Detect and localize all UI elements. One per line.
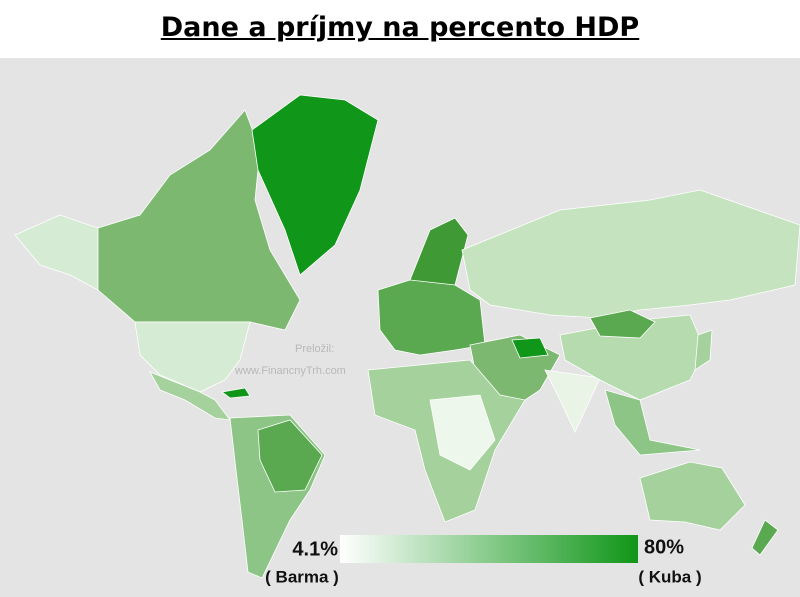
japan xyxy=(694,329,713,371)
color-scale xyxy=(340,535,638,563)
watermark-line: www.FinancnyTrh.com xyxy=(234,365,346,377)
brazil xyxy=(257,419,323,493)
usa xyxy=(134,321,251,393)
legend-max-label: 80% xyxy=(644,536,684,558)
cuba xyxy=(221,387,251,399)
china xyxy=(559,314,706,401)
mexico xyxy=(149,371,231,421)
russia xyxy=(461,189,800,319)
legend-max-country: ( Kuba ) xyxy=(638,567,701,586)
australia xyxy=(639,461,746,531)
new-zealand xyxy=(751,519,779,556)
greenland xyxy=(251,94,379,276)
watermark-line: Preložil: xyxy=(295,343,334,355)
legend-min-country: ( Barma ) xyxy=(265,567,339,586)
central-africa xyxy=(429,394,496,471)
europe xyxy=(377,279,486,356)
countries xyxy=(14,94,800,579)
title: Dane a príjmy na percento HDP xyxy=(0,12,800,43)
mongolia xyxy=(589,309,656,339)
southeast-asia xyxy=(604,389,701,456)
india xyxy=(544,369,601,433)
legend-min-label: 4.1% xyxy=(292,538,338,560)
turkmenistan xyxy=(511,337,549,359)
title-text: Dane a príjmy na percento HDP xyxy=(160,12,640,43)
